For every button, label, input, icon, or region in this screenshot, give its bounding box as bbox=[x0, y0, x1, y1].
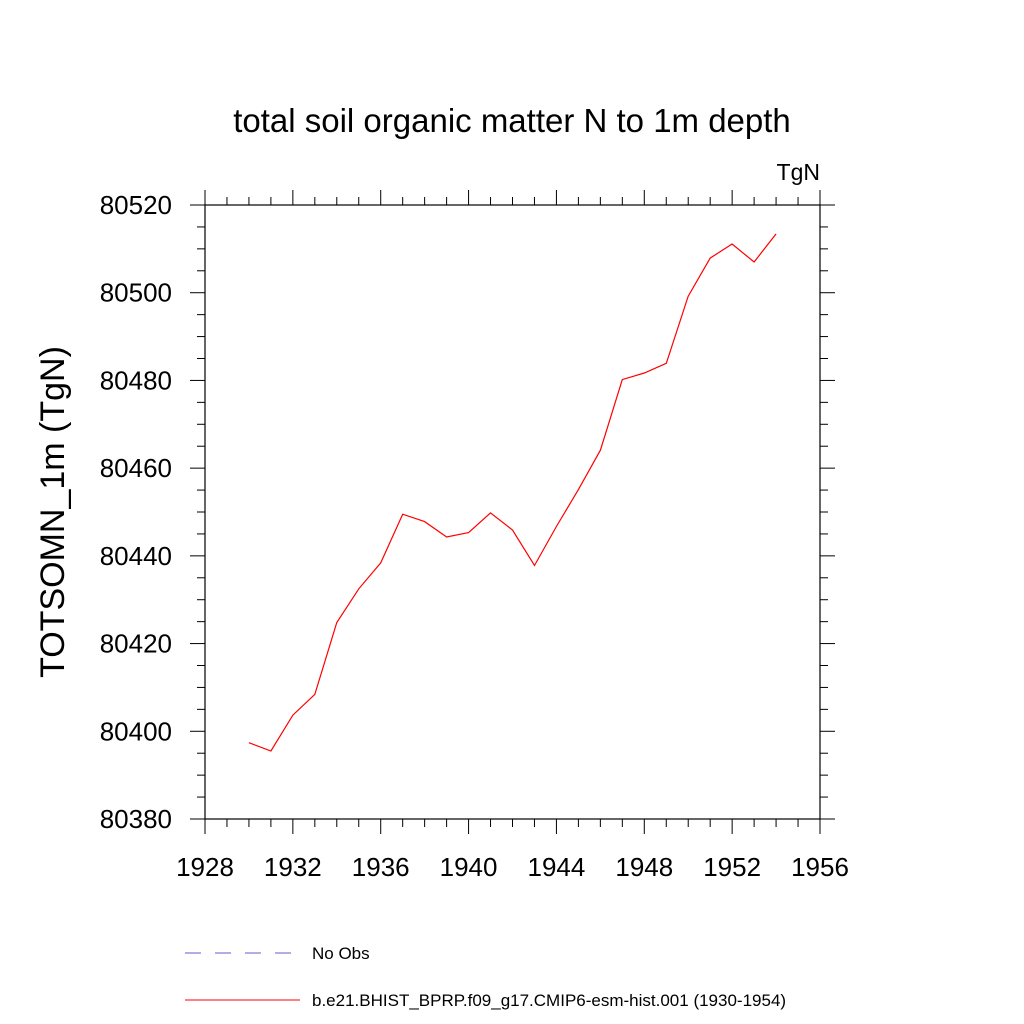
x-tick-label: 1944 bbox=[528, 852, 586, 882]
y-tick-labels: 80380 80400 80420 80440 80460 80480 80500 80520 bbox=[100, 190, 172, 834]
y-tick-label: 80520 bbox=[100, 190, 172, 220]
chart-title: total soil organic matter N to 1m depth bbox=[233, 102, 791, 139]
x-tick-label: 1928 bbox=[176, 852, 234, 882]
y-tick-label: 80500 bbox=[100, 278, 172, 308]
units-label: TgN bbox=[777, 159, 820, 185]
series-line bbox=[248, 233, 777, 752]
y-tick-label: 80420 bbox=[100, 629, 172, 659]
x-tick-label: 1936 bbox=[352, 852, 410, 882]
y-tick-label: 80440 bbox=[100, 541, 172, 571]
x-tick-labels: 1928 1932 1936 1940 1944 1948 1952 1956 bbox=[176, 852, 849, 882]
y-tick-label: 80480 bbox=[100, 365, 172, 395]
y-axis-label: TOTSOMN_1m (TgN) bbox=[34, 346, 72, 678]
plot-frame bbox=[204, 204, 821, 820]
y-tick-label: 80380 bbox=[100, 804, 172, 834]
plot-series bbox=[248, 233, 777, 752]
y-tick-label: 80460 bbox=[100, 453, 172, 483]
legend-label: No Obs bbox=[312, 944, 370, 963]
y-tick-label: 80400 bbox=[100, 716, 172, 746]
x-tick-label: 1952 bbox=[703, 852, 761, 882]
x-tick-label: 1956 bbox=[791, 852, 849, 882]
x-tick-label: 1932 bbox=[264, 852, 322, 882]
x-tick-label: 1948 bbox=[615, 852, 673, 882]
legend-label: b.e21.BHIST_BPRP.f09_g17.CMIP6-esm-hist.… bbox=[312, 991, 786, 1010]
axis-ticks bbox=[190, 190, 835, 834]
legend: No Obs b.e21.BHIST_BPRP.f09_g17.CMIP6-esm… bbox=[185, 944, 786, 1010]
x-tick-label: 1940 bbox=[440, 852, 498, 882]
